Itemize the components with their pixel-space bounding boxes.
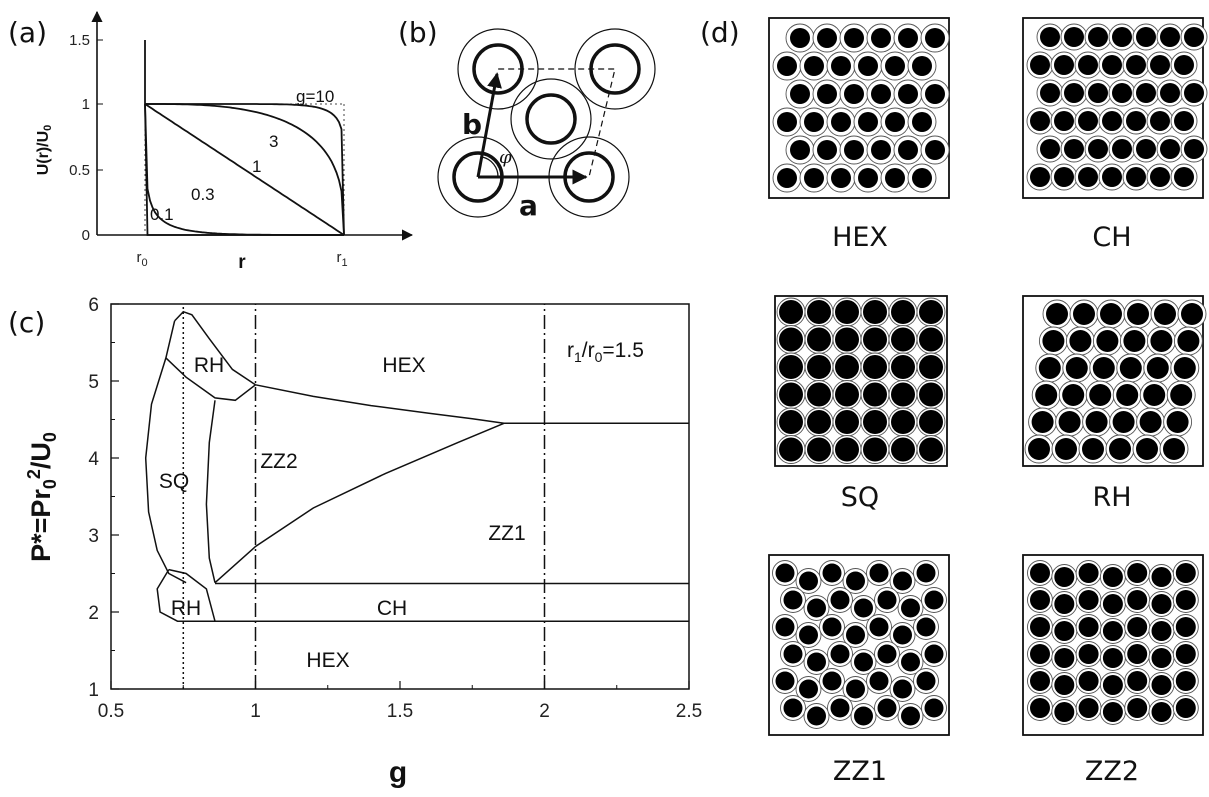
lattice-label-zz1: ZZ1 [833,756,887,787]
panel-a-xtick-r0: r0 [136,249,147,269]
potential-curve-1 [144,103,345,236]
panel-c-ytick: 1 [88,680,99,701]
panel-b: (b) a b φ [398,16,656,222]
phase-boundary-RH-pocket [156,568,216,622]
panel-c-ytick: 2 [88,603,99,624]
phase-boundary-SQ-left [144,320,187,584]
region-label-rh-bottom: RH [171,597,201,620]
potential-curve-0.3 [144,103,344,236]
phase-boundary-SQ-right [205,400,216,583]
panel-a-label: (a) [8,16,47,49]
region-label-hex-bottom: HEX [306,649,349,672]
panel-c-ytick: 5 [88,372,99,393]
curve-label-g01: 0.1 [150,205,174,224]
curve-label-g03: 0.3 [191,185,215,204]
panel-c-ytick: 6 [88,295,99,316]
lattice-label-zz2: ZZ2 [1085,756,1139,787]
panel-a-ylabel: U(r)/U0 [35,125,54,176]
region-label-zz2: ZZ2 [260,450,297,473]
lattice-box-sq [774,295,948,467]
lattice-box-rh [1022,295,1207,467]
panel-a-ytick-3: 1.5 [69,32,90,49]
panel-a-ytick-0: 0 [82,227,90,244]
angle-arc [481,156,499,178]
lattice-label-rh: RH [1092,482,1131,513]
panel-c-xlabel: g [389,756,407,789]
lattice-box-zz2 [1022,554,1204,736]
region-label-hex-top: HEX [382,354,425,377]
panel-c-ytick: 4 [88,449,99,470]
panel-a-ytick-1: 0.5 [69,162,90,179]
lattice-label-ch: CH [1092,222,1131,253]
vector-a-label: a [519,189,538,222]
lattice-box-ch [1022,17,1208,199]
curve-label-g3: 3 [269,132,278,151]
panel-c-xtick: 1 [250,701,261,722]
panel-c-xtick: 2.5 [676,701,702,722]
ratio-annotation: r1/r0=1.5 [567,339,644,365]
lattice-label-sq: SQ [841,482,879,513]
curve-label-g10: g=10 [296,87,334,106]
curve-label-g1: 1 [252,157,261,176]
lattice-box-hex [768,17,950,199]
region-label-rh-top: RH [194,354,224,377]
panel-c-xtick: 0.5 [98,701,124,722]
panel-c-ytick: 3 [88,526,99,547]
panel-a-xtick-r1: r1 [336,249,347,269]
potential-curve-g=10 [145,103,345,236]
panel-a: (a) 0 0.5 1 1.5 U(r)/U0 r0 r1 r g=10 3 1 [8,10,414,273]
panel-d-label: (d) [700,16,740,49]
region-label-sq: SQ [159,470,189,493]
lattice-particle [510,78,592,160]
panel-c-boundaries [144,304,689,689]
vector-b-label: b [462,108,482,141]
region-label-zz1: ZZ1 [488,522,525,545]
panel-c-xtick: 1.5 [387,701,413,722]
lattice-particle [574,28,656,110]
panel-c-ylabel: P*=Pr02/U0 [24,432,60,562]
panel-c-label: (c) [8,306,45,339]
phase-boundary-HEX-ZZ1-upper [255,384,505,425]
lattice-box-zz1 [768,554,950,736]
panel-c-xtick: 2 [539,701,550,722]
region-label-ch: CH [377,597,407,620]
phase-boundary-RH-bottom [165,357,256,402]
lattice-snapshots [768,17,1208,736]
panel-b-label: (b) [398,16,438,49]
panel-a-y-ticks: 0 0.5 1 1.5 [69,32,103,244]
lattice-label-hex: HEX [832,222,888,253]
vector-b [476,72,502,178]
panel-a-xlabel: r [238,252,246,273]
panel-a-curves [144,103,345,236]
panel-d: (d) HEX CH SQ RH ZZ1 ZZ2 [700,16,1208,787]
lattice-particle [457,28,539,110]
panel-a-ytick-2: 1 [82,96,90,113]
phase-boundary-ZZ2-ZZ1 [214,422,505,584]
angle-label: φ [499,147,512,168]
phase-boundary-RH-top [174,310,256,386]
